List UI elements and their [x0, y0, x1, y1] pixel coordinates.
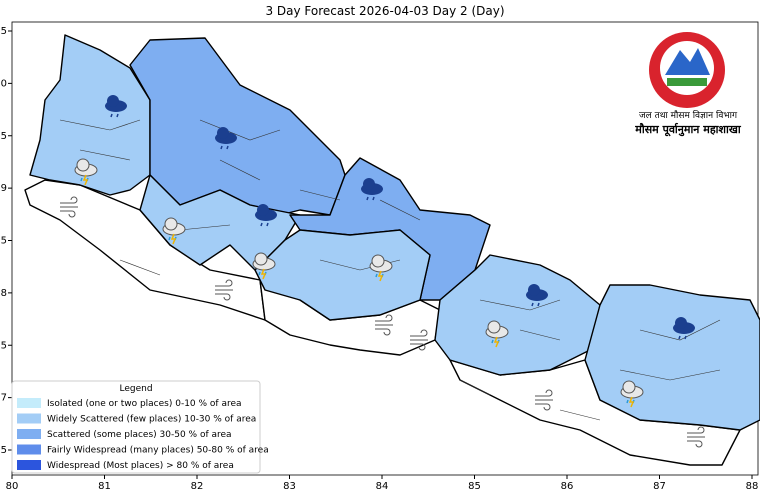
- cloud-puff: [622, 380, 636, 394]
- district-lines: [59, 119, 721, 421]
- cloud-puff: [257, 204, 269, 216]
- wind-icon: [215, 279, 233, 301]
- x-tick-label: 87: [653, 481, 666, 492]
- wind-icon: [687, 426, 705, 448]
- region-central: [254, 229, 431, 321]
- map-title: 3 Day Forecast 2026-04-03 Day 2 (Day): [265, 4, 504, 18]
- bolt: [82, 174, 89, 186]
- legend: Legend Isolated (one or two places) 0-10…: [11, 380, 269, 474]
- weather-icon: [74, 158, 98, 186]
- x-tick-label: 81: [98, 481, 111, 492]
- cloud-puff: [217, 127, 229, 139]
- emblem-mountain: [665, 48, 710, 75]
- x-tick-label: 80: [6, 481, 19, 492]
- emblem-land: [667, 78, 707, 86]
- rain: [678, 335, 687, 340]
- legend-label: Widely Scattered (few places) 10-30 % of…: [47, 415, 256, 425]
- region-gandaki: [289, 157, 491, 301]
- weather-icon: [105, 95, 127, 118]
- weather-icon: [526, 284, 548, 307]
- wind-icon: [410, 329, 428, 351]
- bolt: [170, 233, 177, 245]
- legend-title: Legend: [119, 384, 152, 394]
- y-tick-label: 30.5: [0, 26, 7, 37]
- weather-icon: [361, 178, 383, 201]
- cloud-puff: [675, 317, 687, 329]
- legend-swatch: [17, 429, 41, 439]
- cloud-puff: [487, 320, 501, 334]
- x-tick-label: 82: [191, 481, 204, 492]
- weather-icon: [255, 204, 277, 227]
- region-far-west: [29, 34, 151, 196]
- rain: [531, 302, 540, 307]
- weather-icon: [673, 317, 695, 340]
- rain: [366, 196, 375, 201]
- wind-icon: [535, 389, 553, 411]
- rain: [220, 145, 229, 150]
- y-tick-label: 26.5: [0, 445, 7, 456]
- legend-label: Scattered (some places) 30-50 % of area: [47, 430, 232, 440]
- cloud-puff: [164, 217, 178, 231]
- legend-label: Isolated (one or two places) 0-10 % of a…: [47, 399, 242, 409]
- legend-swatch: [17, 413, 41, 424]
- weather-icon: [162, 217, 186, 245]
- axes: 80 81 82 83 84 85 86 87 88 30.5 30 29.5 29 28.5 28 27.5…: [0, 26, 758, 492]
- x-tick-label: 85: [468, 481, 481, 492]
- weather-icon: [620, 380, 644, 408]
- y-tick-label: 27.5: [0, 340, 7, 351]
- cloud-puff: [107, 95, 119, 107]
- emblem: [649, 32, 725, 108]
- y-tick-label: 28.5: [0, 236, 7, 247]
- weather-icons: [60, 95, 705, 448]
- regions: [24, 34, 760, 466]
- cloud-puff: [371, 254, 385, 268]
- y-tick-label: 29.5: [0, 131, 7, 142]
- x-tick-label: 88: [746, 481, 759, 492]
- division-name: मौसम पूर्वानुमान महाशाखा: [634, 122, 742, 137]
- cloud-puff: [76, 158, 90, 172]
- cloud-puff: [528, 284, 540, 296]
- y-tick-label: 30: [0, 78, 7, 89]
- cloud-puff: [363, 178, 375, 190]
- weather-icon: [215, 127, 237, 150]
- cloud-puff: [254, 252, 268, 266]
- rain: [260, 222, 269, 227]
- map-frame: [11, 21, 759, 476]
- legend-box: [11, 380, 261, 474]
- weather-icon: [252, 252, 276, 280]
- y-tick-label: 27: [0, 393, 7, 404]
- wind-icon: [60, 196, 78, 218]
- y-tick-label: 29: [0, 183, 7, 194]
- x-tick-label: 83: [283, 481, 296, 492]
- x-tick-label: 84: [376, 481, 389, 492]
- bolt: [377, 270, 384, 282]
- weather-icon: [485, 320, 509, 348]
- wind-icon: [375, 314, 393, 336]
- legend-swatch: [17, 398, 41, 408]
- rain: [110, 113, 119, 118]
- bolt: [260, 268, 267, 280]
- bolt: [628, 396, 635, 408]
- y-tick-label: 28: [0, 288, 7, 299]
- legend-label: Widespread (Most places) > 80 % of area: [47, 461, 234, 471]
- region-lowland-east: [449, 359, 741, 466]
- legend-swatch: [17, 460, 41, 470]
- weather-icon: [369, 254, 393, 282]
- x-tick-label: 86: [561, 481, 574, 492]
- agency-name: जल तथा मौसम विज्ञान विभाग: [639, 109, 738, 121]
- legend-label: Fairly Widespread (many places) 50-80 % …: [47, 446, 269, 456]
- legend-swatch: [17, 444, 41, 455]
- bolt: [493, 336, 500, 348]
